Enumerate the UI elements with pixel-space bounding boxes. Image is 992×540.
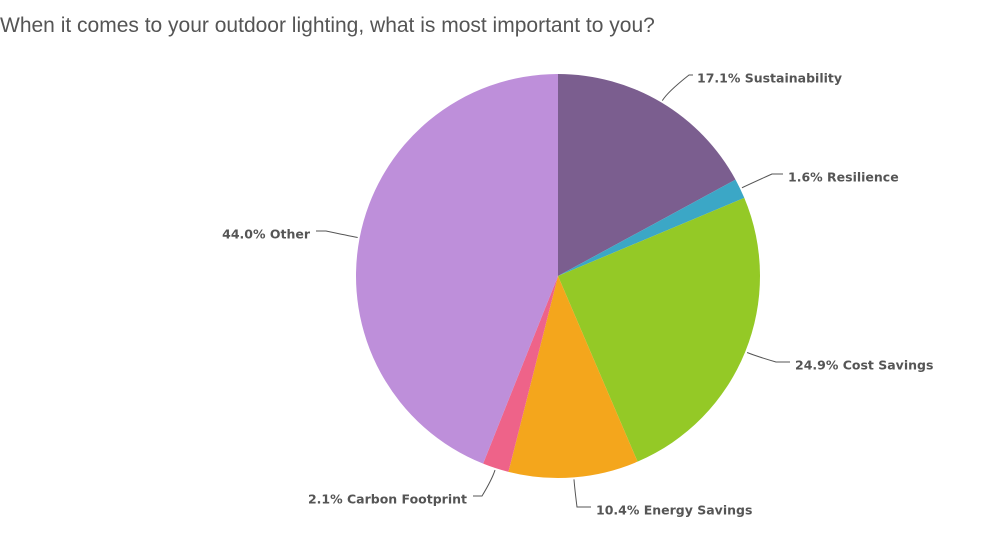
slice-label-energy-savings: 10.4% Energy Savings <box>596 503 752 518</box>
pie-slice-energy-savings <box>508 276 638 478</box>
slice-label-other: 44.0% Other <box>222 227 311 242</box>
slice-label-sustainability: 17.1% Sustainability <box>697 71 842 86</box>
chart-title: When it comes to your outdoor lighting, … <box>0 14 655 37</box>
leader-line-sustainability <box>661 74 693 101</box>
slice-label-resilience: 1.6% Resilience <box>788 170 899 185</box>
slice-label-carbon-footprint: 2.1% Carbon Footprint <box>308 492 467 507</box>
leader-line-carbon-footprint <box>473 469 496 497</box>
pie-slices <box>356 73 760 478</box>
leader-line-cost-savings <box>746 352 790 363</box>
leader-line-energy-savings <box>573 479 591 508</box>
pie-leader-lines <box>316 74 790 508</box>
pie-slice-other <box>356 73 558 464</box>
pie-slice-sustainability <box>558 74 736 276</box>
pie-labels: 17.1% Sustainability 1.6% Resilience 24.9%… <box>222 71 933 518</box>
pie-slice-resilience <box>558 179 745 276</box>
leader-line-resilience <box>741 173 783 189</box>
leader-line-other <box>316 230 358 238</box>
slice-label-cost-savings: 24.9% Cost Savings <box>795 358 933 373</box>
pie-slice-cost-savings <box>558 197 760 462</box>
pie-slice-carbon-footprint <box>483 276 558 472</box>
